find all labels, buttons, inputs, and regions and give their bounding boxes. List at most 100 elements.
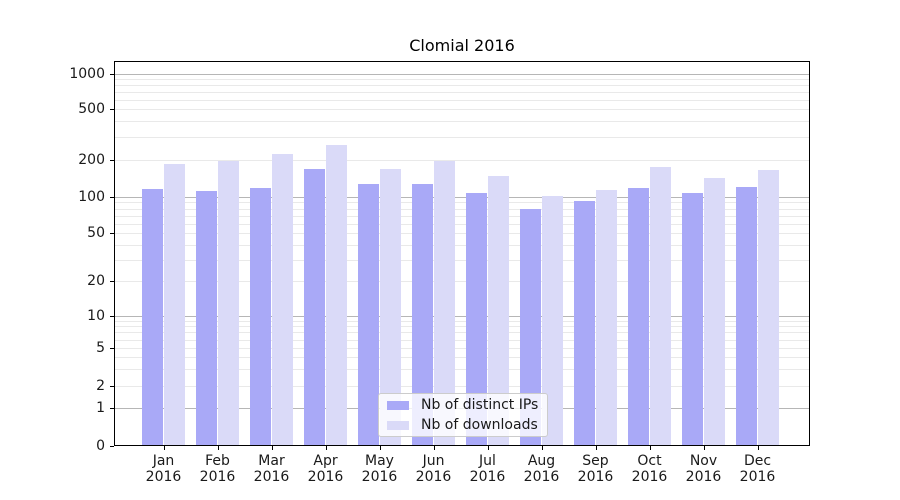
major-gridline	[115, 74, 809, 75]
x-tick	[272, 446, 273, 450]
minor-gridline	[115, 202, 809, 204]
bar-distinct-ips	[628, 187, 649, 445]
bar-distinct-ips	[574, 201, 595, 445]
x-tick	[596, 446, 597, 450]
x-tick	[218, 446, 219, 450]
bar-downloads	[164, 164, 185, 445]
minor-gridline	[115, 99, 809, 101]
x-tick-label: May 2016	[361, 453, 398, 485]
minor-gridline	[115, 326, 809, 328]
bar-distinct-ips	[466, 192, 487, 445]
legend-item-distinct-ips: Nb of distinct IPs	[379, 396, 547, 414]
minor-gridline	[115, 357, 809, 359]
y-tick	[110, 197, 114, 198]
plot-area	[114, 61, 810, 446]
bar-downloads	[434, 161, 455, 445]
x-tick-label: Apr 2016	[307, 453, 344, 485]
x-tick	[488, 446, 489, 450]
bar-distinct-ips	[412, 183, 433, 445]
bar-downloads	[218, 160, 239, 445]
y-tick-label: 2	[96, 378, 105, 394]
x-tick	[542, 446, 543, 450]
legend-label-downloads: Nb of downloads	[421, 417, 538, 433]
y-tick-label: 5	[96, 340, 105, 356]
x-tick-label: Mar 2016	[253, 453, 290, 485]
x-tick	[758, 446, 759, 450]
bar-downloads	[596, 189, 617, 445]
y-tick-label: 200	[78, 152, 105, 168]
bar-distinct-ips	[358, 184, 379, 445]
x-tick-label: Jun 2016	[415, 453, 452, 485]
y-tick	[110, 109, 114, 110]
legend-swatch-downloads	[387, 420, 409, 430]
x-tick	[380, 446, 381, 450]
legend: Nb of distinct IPs Nb of downloads	[378, 393, 548, 437]
chart-title: Clomial 2016	[409, 36, 515, 55]
y-tick	[110, 446, 114, 447]
y-tick	[110, 281, 114, 282]
minor-gridline	[115, 332, 809, 334]
x-tick	[650, 446, 651, 450]
y-tick	[110, 160, 114, 161]
x-tick-label: Aug 2016	[523, 453, 560, 485]
y-tick	[110, 233, 114, 234]
x-tick-label: Nov 2016	[685, 453, 722, 485]
minor-gridline	[115, 281, 809, 282]
y-tick	[110, 386, 114, 387]
minor-gridline	[115, 339, 809, 341]
x-tick-label: Jan 2016	[145, 453, 182, 485]
y-tick-label: 50	[87, 225, 105, 241]
minor-gridline	[115, 92, 809, 93]
x-tick-label: Sep 2016	[577, 453, 614, 485]
y-tick-label: 1000	[69, 66, 105, 82]
bar-distinct-ips	[196, 190, 217, 445]
major-gridline	[115, 197, 809, 198]
bar-downloads	[326, 145, 347, 445]
minor-gridline	[115, 137, 809, 139]
minor-gridline	[115, 121, 809, 123]
minor-gridline	[115, 109, 809, 110]
legend-label-distinct-ips: Nb of distinct IPs	[421, 397, 539, 413]
major-gridline	[115, 316, 809, 317]
bar-downloads	[758, 169, 779, 445]
bar-distinct-ips	[682, 192, 703, 445]
bar-downloads	[380, 169, 401, 445]
x-tick	[326, 446, 327, 450]
x-tick	[434, 446, 435, 450]
y-tick-label: 100	[78, 189, 105, 205]
minor-gridline	[115, 215, 809, 217]
bar-distinct-ips	[520, 208, 541, 445]
bar-downloads	[542, 196, 563, 445]
legend-item-downloads: Nb of downloads	[379, 416, 547, 434]
minor-gridline	[115, 208, 809, 210]
y-tick-label: 10	[87, 308, 105, 324]
y-tick-label: 20	[87, 273, 105, 289]
y-tick	[110, 348, 114, 349]
minor-gridline	[115, 386, 809, 387]
x-tick	[164, 446, 165, 450]
y-tick-label: 500	[78, 101, 105, 117]
y-tick	[110, 74, 114, 75]
minor-gridline	[115, 320, 809, 322]
minor-gridline	[115, 79, 809, 81]
bar-distinct-ips	[142, 188, 163, 445]
x-tick-label: Oct 2016	[631, 453, 668, 485]
y-tick	[110, 316, 114, 317]
legend-swatch-distinct-ips	[387, 400, 409, 410]
minor-gridline	[115, 85, 809, 87]
minor-gridline	[115, 244, 809, 246]
y-tick-label: 0	[96, 438, 105, 454]
minor-gridline	[115, 223, 809, 225]
x-tick-label: Dec 2016	[739, 453, 776, 485]
minor-gridline	[115, 259, 809, 261]
y-tick-label: 1	[96, 400, 105, 416]
y-tick	[110, 408, 114, 409]
bar-distinct-ips	[304, 168, 325, 445]
minor-gridline	[115, 160, 809, 161]
x-tick-label: Feb 2016	[199, 453, 236, 485]
bar-downloads	[650, 166, 671, 445]
bar-downloads	[704, 178, 725, 445]
bar-distinct-ips	[736, 186, 757, 445]
bar-downloads	[488, 176, 509, 445]
